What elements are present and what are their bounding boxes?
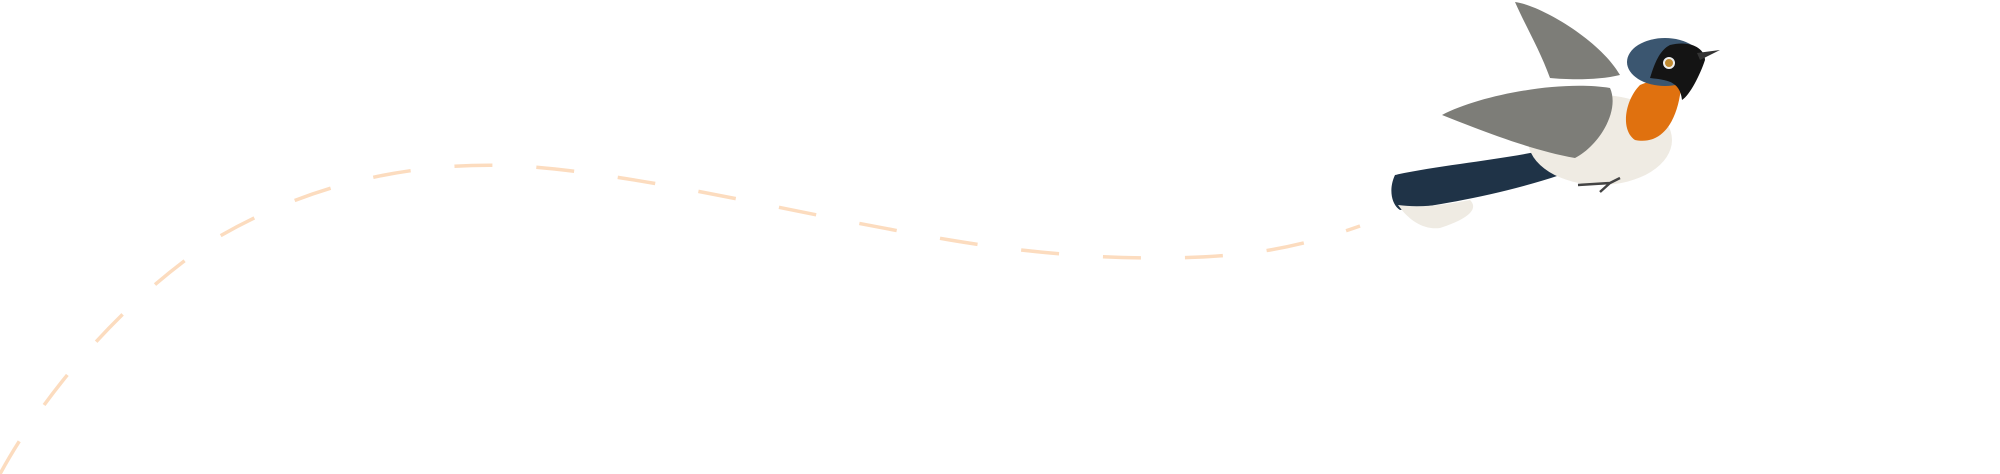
bird-lower-wing — [1442, 85, 1613, 158]
bird-leg — [1577, 176, 1621, 193]
bird-eye — [1663, 57, 1675, 69]
bird-image — [1391, 2, 1720, 229]
bird-tail — [1391, 150, 1560, 210]
bird-mask — [1650, 43, 1705, 100]
dashed-flight-path — [0, 163, 1361, 474]
bird-upper-wing — [1515, 2, 1620, 80]
bird-beak — [1697, 50, 1720, 60]
bird-throat — [1625, 77, 1681, 141]
bird-tail-tip — [1398, 200, 1474, 229]
